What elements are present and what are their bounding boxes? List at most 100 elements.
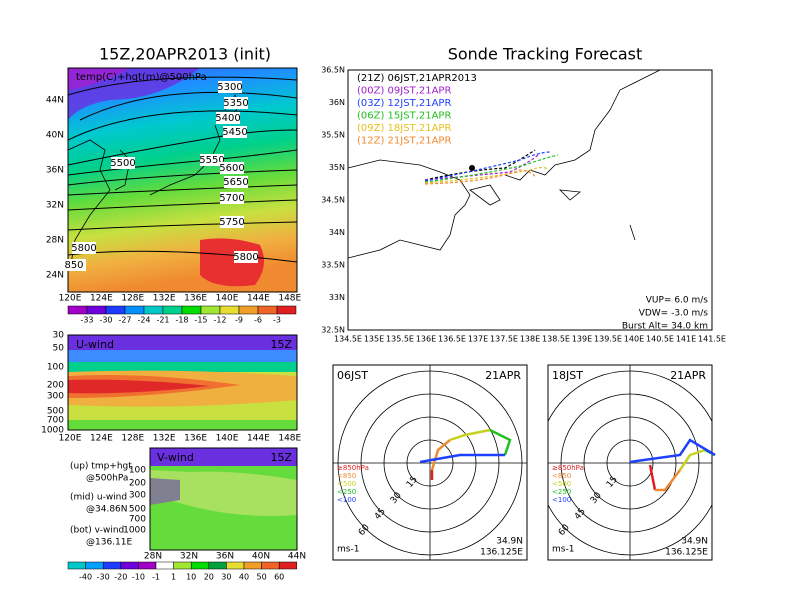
lat-label: 32.5N: [321, 326, 345, 335]
lat-label: 40N: [46, 131, 64, 141]
pressure-label: 500: [47, 407, 64, 417]
colorbar-box: [219, 305, 240, 315]
colorbar-label: -18: [175, 316, 188, 325]
contour-label-bg: [200, 154, 224, 166]
lon-label: 128E: [121, 434, 144, 444]
contour-label: 5600: [219, 163, 244, 174]
lon-label: 132E: [153, 294, 176, 304]
hodo-date: 21APR: [670, 369, 706, 382]
hodograph-frame: [332, 364, 528, 561]
level-label: <500: [337, 480, 356, 488]
contour-label: 5350: [223, 98, 248, 109]
colorbar-label: 1: [171, 573, 176, 582]
note: (up) tmp+hgt: [70, 462, 132, 472]
lat-label: 33N: [329, 293, 345, 302]
lat-label: 36N: [46, 166, 64, 176]
contour-label: 5800: [71, 243, 96, 254]
legend-entry: (12Z) 21JST,21APR: [357, 136, 451, 147]
lat-label: 35N: [329, 163, 345, 172]
lon-label: 138.5E: [542, 335, 570, 344]
contour-label-bg: [223, 126, 247, 138]
lon-label: 124E: [90, 294, 113, 304]
pressure-label: 30: [53, 331, 65, 341]
lat-label: 33.5N: [321, 261, 345, 270]
unit-label: ms-1: [552, 545, 574, 555]
contour-label-bg: [220, 162, 244, 174]
lat-label: 40N: [252, 552, 270, 562]
legend-entry: (21Z) 06JST,21APR2013: [357, 73, 477, 84]
hodograph-frame: [547, 364, 713, 561]
note: @500hPa: [86, 474, 128, 484]
colorbar-label: -9: [235, 316, 243, 325]
contour-label: 5500: [110, 158, 135, 169]
colorbar-label: -24: [137, 316, 150, 325]
colorbar-box: [257, 305, 278, 315]
lat-label: 36N: [329, 98, 345, 107]
colorbar-box: [86, 305, 107, 315]
v-wind-plot: [150, 448, 297, 550]
lon-label: 135.5E: [386, 335, 414, 344]
colorbar-label: -40: [79, 573, 92, 582]
lat-label: 28N: [46, 236, 64, 246]
colorbar-box: [190, 561, 210, 570]
colorbar-box: [85, 561, 104, 570]
level-label: <250: [337, 488, 356, 496]
hodo-lat: 34.9N: [496, 537, 523, 547]
colorbar-box: [238, 305, 259, 315]
hodo-lon: 136.125E: [480, 548, 523, 558]
lon-label: 148E: [278, 294, 301, 304]
level-label: <100: [552, 496, 571, 504]
param: VUP= 6.0 m/s: [646, 296, 709, 306]
contour-label: 5400: [215, 113, 240, 124]
contour-label: 5650: [223, 177, 248, 188]
hodograph-trace: [629, 438, 716, 492]
v-wind-frame: [149, 447, 298, 551]
colorbar-label: -10: [132, 573, 145, 582]
lon-label: 140E: [624, 335, 644, 344]
lon-label: 136.5E: [438, 335, 466, 344]
colorbar-box: [181, 305, 202, 315]
lon-label: 144E: [247, 434, 270, 444]
hodo-date: 21APR: [485, 369, 521, 382]
lon-label: 140.5E: [646, 335, 674, 344]
colorbar-label: -6: [254, 316, 262, 325]
colorbar-label: -30: [99, 316, 112, 325]
colorbar-label: -12: [213, 316, 226, 325]
colorbar-box: [208, 561, 227, 570]
colorbar-box: [162, 305, 183, 315]
colorbar-label: -1: [152, 573, 160, 582]
u-wind-plot: [68, 335, 297, 430]
contour-label: 5550: [199, 155, 224, 166]
ring-label: 30: [389, 491, 404, 506]
contour-label-bg: [218, 81, 242, 93]
contour-label-bg: [224, 176, 248, 188]
colorbar-box: [120, 561, 139, 570]
lat-label: 35.5N: [321, 131, 345, 140]
colorbar-box: [200, 305, 221, 315]
lon-label: 120E: [59, 434, 82, 444]
lon-label: 132E: [153, 434, 176, 444]
u-wind-label: U-wind: [76, 338, 114, 351]
lat-label: 36.5N: [321, 66, 345, 75]
hodo-time: 18JST: [552, 369, 583, 382]
tracking-frame: [347, 69, 713, 331]
colorbar-label: -15: [194, 316, 207, 325]
level-label: ≥850hPa: [337, 464, 369, 472]
legend-entry: (06Z) 15JST,21APR: [357, 111, 451, 122]
v-wind-label: V-wind: [157, 451, 194, 464]
level-label: <850: [337, 472, 356, 480]
lon-label: 136E: [416, 335, 436, 344]
note: (mid) u-wind: [70, 493, 127, 503]
contour-label-bg: [216, 112, 240, 124]
contour-label-bg: [234, 251, 258, 263]
lon-label: 148E: [278, 434, 301, 444]
lon-label: 141.5E: [698, 335, 726, 344]
lon-label: 137E: [468, 335, 488, 344]
u-wind-time: 15Z: [270, 338, 292, 351]
lon-label: 140E: [216, 294, 239, 304]
colorbar-box: [173, 561, 192, 570]
pressure-label: 700: [47, 416, 64, 426]
level-label: <850: [552, 472, 571, 480]
lon-label: 134.5E: [334, 335, 362, 344]
